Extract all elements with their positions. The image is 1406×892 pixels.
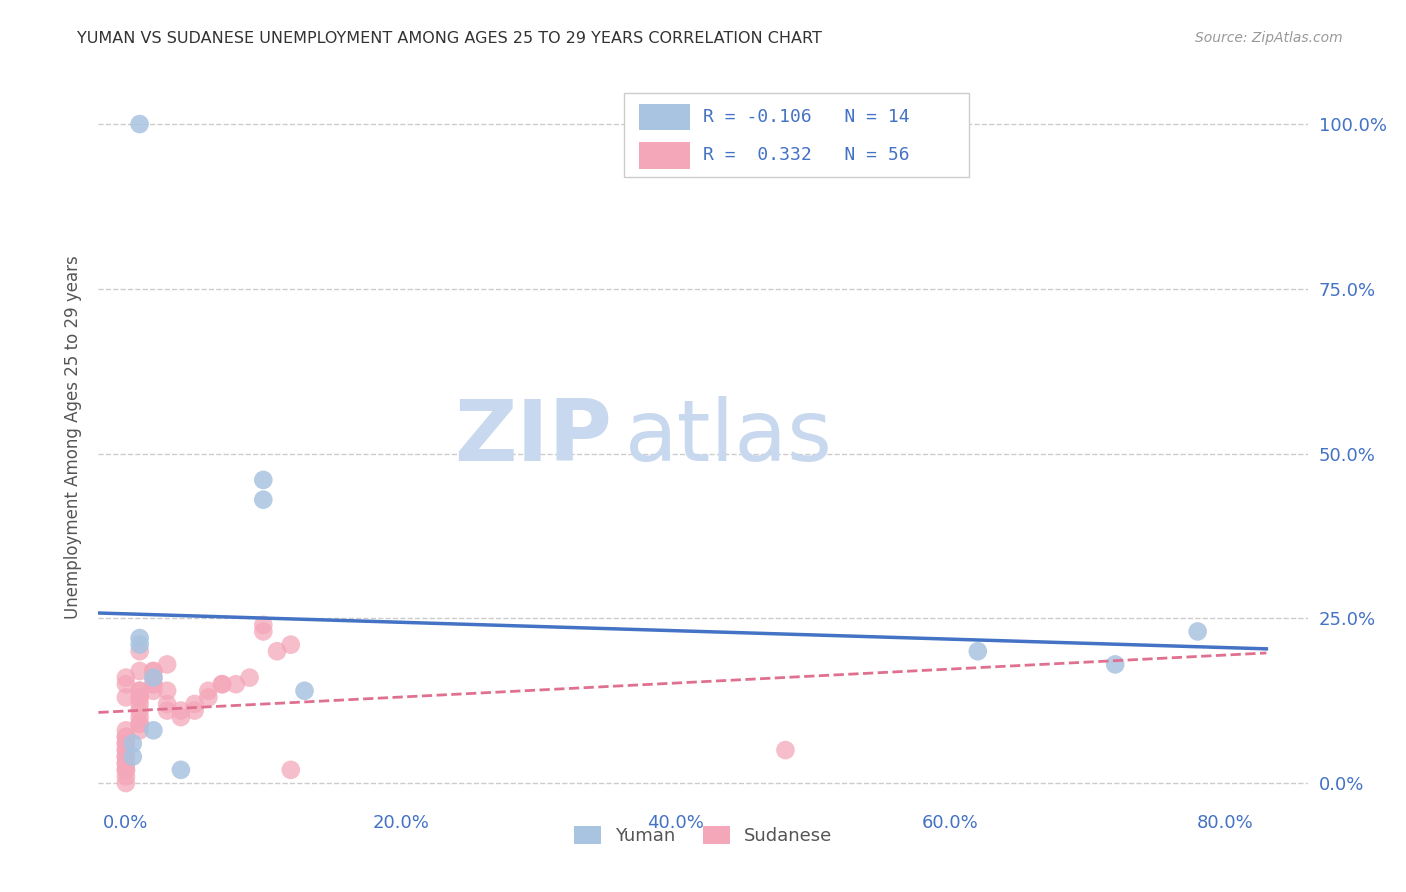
Text: ZIP: ZIP bbox=[454, 395, 613, 479]
Text: atlas: atlas bbox=[624, 395, 832, 479]
Text: YUMAN VS SUDANESE UNEMPLOYMENT AMONG AGES 25 TO 29 YEARS CORRELATION CHART: YUMAN VS SUDANESE UNEMPLOYMENT AMONG AGE… bbox=[77, 31, 823, 46]
Point bbox=[128, 683, 150, 698]
Point bbox=[142, 671, 165, 685]
Point bbox=[115, 749, 138, 764]
Point bbox=[170, 710, 193, 724]
Point bbox=[156, 697, 179, 711]
Point bbox=[115, 737, 138, 751]
Point bbox=[211, 677, 233, 691]
Point bbox=[128, 710, 150, 724]
Point bbox=[128, 638, 150, 652]
Point bbox=[115, 769, 138, 783]
Point bbox=[115, 743, 138, 757]
Point bbox=[183, 704, 205, 718]
Point bbox=[115, 749, 138, 764]
Point bbox=[252, 492, 274, 507]
Point bbox=[128, 644, 150, 658]
Y-axis label: Unemployment Among Ages 25 to 29 years: Unemployment Among Ages 25 to 29 years bbox=[65, 255, 83, 619]
Point bbox=[252, 624, 274, 639]
Point bbox=[128, 683, 150, 698]
Point bbox=[115, 763, 138, 777]
Point bbox=[128, 664, 150, 678]
Point bbox=[156, 704, 179, 718]
Point bbox=[115, 677, 138, 691]
Point bbox=[775, 743, 797, 757]
Point bbox=[239, 671, 262, 685]
Text: Source: ZipAtlas.com: Source: ZipAtlas.com bbox=[1195, 31, 1343, 45]
Point bbox=[142, 664, 165, 678]
Point bbox=[294, 683, 316, 698]
Point bbox=[115, 776, 138, 790]
Point bbox=[266, 644, 288, 658]
Legend: Yuman, Sudanese: Yuman, Sudanese bbox=[574, 826, 832, 845]
Point bbox=[142, 677, 165, 691]
Point bbox=[115, 743, 138, 757]
Point bbox=[115, 737, 138, 751]
Point bbox=[128, 716, 150, 731]
Point bbox=[280, 763, 302, 777]
Point bbox=[121, 749, 143, 764]
Point bbox=[1187, 624, 1209, 639]
Point bbox=[142, 671, 165, 685]
Point bbox=[183, 697, 205, 711]
Point bbox=[128, 690, 150, 705]
Bar bbox=[638, 103, 690, 130]
Text: R =  0.332   N = 56: R = 0.332 N = 56 bbox=[703, 146, 910, 164]
Point bbox=[156, 683, 179, 698]
Bar bbox=[638, 143, 690, 169]
Text: R = -0.106   N = 14: R = -0.106 N = 14 bbox=[703, 108, 910, 126]
Point bbox=[252, 473, 274, 487]
Point bbox=[252, 618, 274, 632]
Point bbox=[211, 677, 233, 691]
Point bbox=[170, 763, 193, 777]
Point bbox=[128, 697, 150, 711]
Point bbox=[142, 683, 165, 698]
Point bbox=[115, 671, 138, 685]
Point bbox=[121, 737, 143, 751]
Point bbox=[142, 664, 165, 678]
Point bbox=[170, 704, 193, 718]
Point bbox=[128, 117, 150, 131]
Point bbox=[128, 631, 150, 645]
Point bbox=[128, 704, 150, 718]
Point bbox=[197, 683, 219, 698]
Point bbox=[115, 730, 138, 744]
Point bbox=[115, 763, 138, 777]
Point bbox=[156, 657, 179, 672]
FancyBboxPatch shape bbox=[624, 94, 969, 178]
Point bbox=[966, 644, 988, 658]
Point bbox=[225, 677, 247, 691]
Point bbox=[128, 716, 150, 731]
Point bbox=[128, 690, 150, 705]
Point bbox=[128, 723, 150, 738]
Point bbox=[142, 723, 165, 738]
Point bbox=[280, 638, 302, 652]
Point bbox=[115, 756, 138, 771]
Point bbox=[115, 690, 138, 705]
Point bbox=[115, 756, 138, 771]
Point bbox=[115, 730, 138, 744]
Point bbox=[1104, 657, 1126, 672]
Point bbox=[142, 677, 165, 691]
Point bbox=[197, 690, 219, 705]
Point bbox=[115, 723, 138, 738]
